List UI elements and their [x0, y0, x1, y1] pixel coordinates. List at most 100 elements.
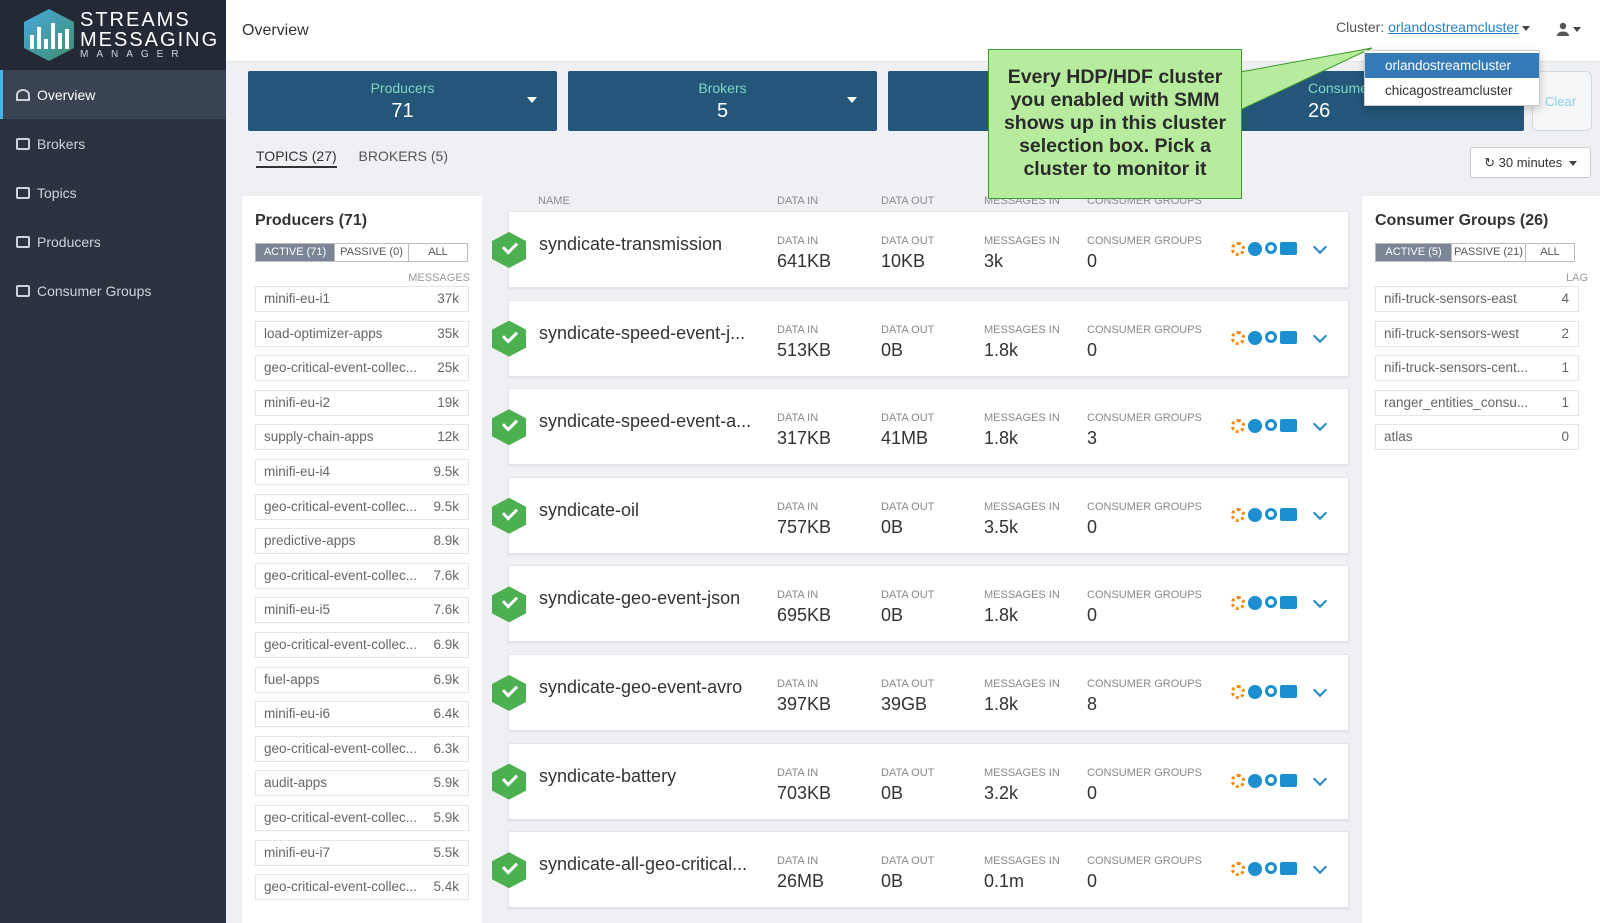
sidebar-item-brokers[interactable]: Brokers [0, 119, 226, 168]
topic-name[interactable]: syndicate-oil [539, 499, 640, 520]
data-explorer-icon[interactable] [1280, 419, 1297, 433]
grafana-icon[interactable] [1231, 242, 1245, 256]
search-icon[interactable] [1265, 507, 1277, 520]
data-explorer-icon[interactable] [1280, 685, 1297, 698]
topic-name[interactable]: syndicate-geo-event-json [539, 588, 741, 609]
grafana-icon[interactable] [1231, 330, 1245, 345]
atlas-globe-icon[interactable] [1248, 685, 1262, 699]
list-item[interactable]: geo-critical-event-collec... 6.9k [255, 632, 469, 658]
search-icon[interactable] [1265, 773, 1277, 786]
atlas-globe-icon[interactable] [1248, 596, 1262, 611]
list-item[interactable]: nifi-truck-sensors-cent... 1 [1375, 355, 1579, 382]
item-value: 7.6k [433, 602, 459, 618]
topic-name[interactable]: syndicate-battery [539, 765, 677, 786]
topic-row[interactable]: syndicate-all-geo-critical... DATA IN 26MB… [492, 831, 1349, 909]
grafana-icon[interactable] [1231, 507, 1245, 522]
list-item[interactable]: ranger_entities_consu... 1 [1375, 389, 1579, 416]
topic-name[interactable]: syndicate-geo-event-avro [539, 677, 743, 697]
topic-row[interactable]: syndicate-speed-event-j... DATA IN 513KB DA… [492, 299, 1349, 377]
list-item[interactable]: geo-critical-event-collec... 9.5k [255, 493, 469, 520]
list-item[interactable]: minifi-eu-i1 37k [255, 286, 469, 312]
item-name: fuel-apps [264, 671, 320, 687]
list-item[interactable]: nifi-truck-sensors-west 2 [1375, 320, 1579, 347]
list-item[interactable]: audit-apps 5.9k [255, 770, 469, 797]
list-item[interactable]: geo-critical-event-collec... 5.9k [255, 805, 469, 831]
topic-row[interactable]: syndicate-geo-event-json DATA IN 695KB DATA… [492, 565, 1349, 643]
sidebar-item-overview[interactable]: Overview [0, 70, 226, 119]
grafana-icon[interactable] [1231, 685, 1245, 699]
filter-active[interactable]: ACTIVE (5) [1376, 244, 1452, 261]
list-item[interactable]: geo-critical-event-collec... 7.6k [255, 562, 469, 589]
filter-active[interactable]: ACTIVE (71) [256, 244, 335, 261]
atlas-globe-icon[interactable] [1248, 773, 1262, 788]
topic-name[interactable]: syndicate-all-geo-critical... [539, 854, 748, 875]
cluster-selector[interactable]: Cluster: orlandostreamcluster [1336, 19, 1530, 35]
cluster-dropdown-toggle[interactable]: orlandostreamcluster [1388, 19, 1519, 35]
metric-label: CONSUMER GROUPS [1087, 766, 1202, 779]
list-item[interactable]: nifi-truck-sensors-east 4 [1375, 286, 1579, 312]
time-range-button[interactable]: ↻ 30 minutes [1470, 147, 1591, 178]
search-icon[interactable] [1265, 242, 1277, 254]
producer-filter: ACTIVE (71) PASSIVE (0) ALL [255, 243, 468, 262]
list-item[interactable]: load-optimizer-apps 35k [255, 320, 469, 347]
list-item[interactable]: fuel-apps 6.9k [255, 666, 469, 693]
search-icon[interactable] [1265, 685, 1277, 697]
list-item[interactable]: minifi-eu-i7 5.5k [255, 839, 469, 866]
clear-button[interactable]: Clear [1532, 71, 1592, 131]
col-header-name: NAME [538, 195, 570, 207]
atlas-globe-icon[interactable] [1248, 862, 1262, 877]
list-item[interactable]: minifi-eu-i6 6.4k [255, 701, 469, 728]
brokers-tile[interactable]: Brokers 5 [568, 71, 877, 131]
topic-name[interactable]: syndicate-speed-event-j... [539, 322, 746, 343]
tab-brokers[interactable]: BROKERS (5) [358, 148, 449, 164]
filter-passive[interactable]: PASSIVE (0) [335, 244, 409, 261]
topic-row[interactable]: syndicate-battery DATA IN 703KB DATA OUT 0B M… [492, 742, 1349, 820]
item-value: 12k [437, 429, 459, 445]
grafana-icon[interactable] [1231, 596, 1245, 611]
cluster-option[interactable]: chicagostreamcluster [1385, 83, 1513, 98]
grafana-icon[interactable] [1231, 419, 1245, 434]
data-explorer-icon[interactable] [1280, 330, 1297, 344]
topic-name[interactable]: syndicate-speed-event-a... [539, 411, 752, 432]
data-explorer-icon[interactable] [1280, 862, 1297, 876]
list-item[interactable]: predictive-apps 8.9k [255, 528, 469, 555]
atlas-globe-icon[interactable] [1248, 507, 1262, 522]
tab-topics[interactable]: TOPICS (27) [256, 148, 337, 168]
data-explorer-icon[interactable] [1280, 596, 1297, 610]
atlas-globe-icon[interactable] [1248, 242, 1262, 256]
data-explorer-icon[interactable] [1280, 773, 1297, 787]
list-item[interactable]: minifi-eu-i4 9.5k [255, 459, 469, 485]
search-icon[interactable] [1265, 419, 1277, 432]
list-item[interactable]: geo-critical-event-collec... 5.4k [255, 874, 469, 901]
list-item[interactable]: geo-critical-event-collec... 25k [255, 355, 469, 382]
filter-all[interactable]: ALL [1540, 246, 1560, 258]
search-icon[interactable] [1265, 596, 1277, 609]
sidebar-item-producers[interactable]: Producers [0, 217, 226, 266]
filter-all[interactable]: ALL [428, 246, 448, 258]
metric-label: DATA OUT [881, 766, 935, 779]
list-item[interactable]: supply-chain-apps 12k [255, 424, 469, 451]
grafana-icon[interactable] [1231, 862, 1245, 877]
grafana-icon[interactable] [1231, 773, 1245, 788]
atlas-globe-icon[interactable] [1248, 330, 1262, 345]
metric-value: 0B [881, 605, 904, 626]
list-item[interactable]: geo-critical-event-collec... 6.3k [255, 735, 469, 762]
list-item[interactable]: atlas 0 [1375, 424, 1579, 451]
topic-name[interactable]: syndicate-transmission [539, 234, 723, 254]
user-menu[interactable] [1556, 20, 1581, 37]
topic-row[interactable]: syndicate-transmission DATA IN 641KB DATA O… [492, 211, 1349, 288]
list-item[interactable]: minifi-eu-i2 19k [255, 389, 469, 416]
data-explorer-icon[interactable] [1280, 242, 1297, 255]
cluster-option[interactable]: orlandostreamcluster [1365, 53, 1539, 78]
logo-line1: STREAMS [80, 9, 191, 31]
col-header-data-out: DATA OUT [881, 195, 935, 207]
producers-tile[interactable]: Producers 71 [248, 71, 557, 131]
sidebar-item-topics[interactable]: Topics [0, 168, 226, 217]
list-item[interactable]: minifi-eu-i5 7.6k [255, 597, 469, 624]
atlas-globe-icon[interactable] [1248, 419, 1262, 434]
search-icon[interactable] [1265, 862, 1277, 875]
sidebar-item-consumer-groups[interactable]: Consumer Groups [0, 266, 226, 315]
filter-passive[interactable]: PASSIVE (21) [1452, 244, 1526, 261]
data-explorer-icon[interactable] [1280, 507, 1297, 521]
search-icon[interactable] [1265, 330, 1277, 343]
